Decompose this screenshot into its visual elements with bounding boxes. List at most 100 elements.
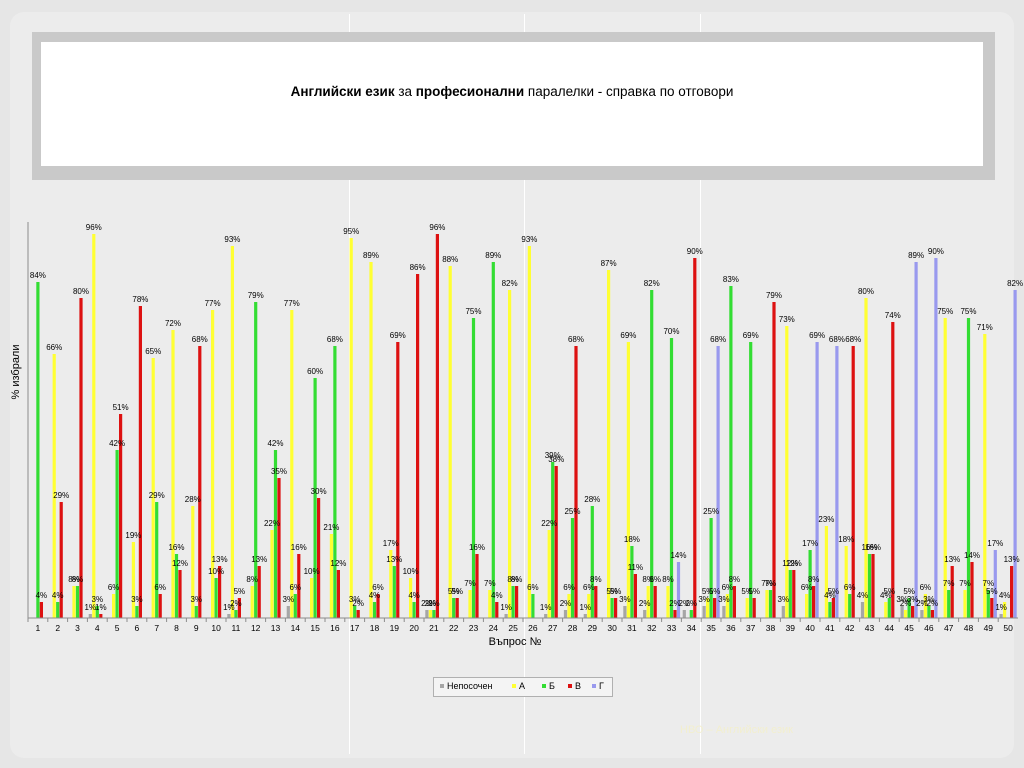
bar-q48-series-3: [970, 562, 974, 618]
data-label: 2%: [230, 599, 242, 608]
bar-q49-series-1: [983, 334, 987, 618]
data-label: 16%: [168, 543, 184, 552]
bar-q22-series-1: [448, 266, 452, 618]
bar-q41-series-1: [824, 526, 828, 618]
data-label: 6%: [563, 583, 575, 592]
data-label: 8%: [662, 575, 674, 584]
bar-q21-series-1: [428, 610, 432, 618]
data-label: 5%: [741, 587, 753, 596]
slide-title: Английски език за професионални паралелк…: [41, 84, 983, 99]
legend-item: Г: [592, 681, 604, 691]
data-label: 82%: [502, 279, 518, 288]
data-label: 3%: [92, 595, 104, 604]
bar-q25-series-1: [508, 290, 512, 618]
bar-q13-series-1: [270, 530, 274, 618]
legend-label: Непосочен: [447, 681, 493, 691]
data-label: 6%: [801, 583, 813, 592]
title-part-3: професионални: [415, 84, 525, 99]
bar-q25-series-2: [511, 586, 515, 618]
bar-q22-series-2: [452, 598, 456, 618]
data-label: 89%: [485, 251, 501, 260]
legend-item: А: [512, 681, 525, 691]
data-label: 25%: [703, 507, 719, 516]
data-label: 1%: [85, 603, 97, 612]
data-label: 12%: [330, 559, 346, 568]
data-label: 22%: [541, 519, 557, 528]
data-label: 6%: [108, 583, 120, 592]
x-tick-label: 37: [746, 623, 756, 633]
data-label: 80%: [73, 287, 89, 296]
bar-q20-series-2: [412, 602, 416, 618]
data-label: 38%: [548, 455, 564, 464]
bar-q27-series-2: [551, 462, 555, 618]
data-label: 16%: [469, 543, 485, 552]
bar-q3-series-2: [75, 586, 80, 618]
data-label: 2%: [352, 599, 364, 608]
bar-q26-series-1: [527, 246, 531, 618]
bar-q29-series-1: [587, 594, 591, 618]
bar-q28-series-2: [570, 518, 575, 618]
bar-q10-series-2: [214, 578, 218, 618]
x-tick-label: 28: [568, 623, 578, 633]
data-label: 12%: [786, 559, 802, 568]
data-label: 7%: [943, 579, 955, 588]
x-tick-label: 11: [231, 623, 240, 633]
x-tick-label: 48: [964, 623, 974, 633]
data-label: 68%: [829, 335, 845, 344]
data-label: 19%: [125, 531, 141, 540]
bar-q45-series-0: [900, 606, 904, 618]
data-label: 3%: [718, 595, 730, 604]
data-label: 89%: [908, 251, 924, 260]
y-axis-title: % избрали: [10, 345, 22, 400]
bar-q29-series-3: [594, 586, 598, 618]
bar-q14-series-0: [286, 606, 290, 618]
bar-q27-series-0: [544, 614, 548, 618]
data-label: 2%: [669, 599, 681, 608]
title-panel: [41, 42, 983, 166]
title-part-2: за: [394, 84, 416, 99]
x-tick-label: 26: [528, 623, 538, 633]
bar-q37-series-1: [745, 598, 749, 618]
bar-q40-series-3: [812, 586, 816, 618]
data-label: 1%: [500, 603, 512, 612]
data-label: 71%: [977, 323, 993, 332]
x-tick-label: 22: [449, 623, 459, 633]
x-tick-label: 41: [825, 623, 835, 633]
data-label: 89%: [363, 251, 379, 260]
bar-q21-series-3: [435, 234, 439, 618]
x-tick-label: 42: [845, 623, 855, 633]
bar-q49-series-4: [993, 550, 997, 618]
bar-q11-series-0: [227, 614, 231, 618]
bar-q46-series-3: [930, 610, 934, 618]
bar-q49-series-3: [990, 598, 994, 618]
data-label: 3%: [896, 595, 908, 604]
bar-q7-series-2: [155, 502, 159, 618]
bar-q18-series-1: [369, 262, 373, 618]
bar-q39-series-2: [788, 570, 792, 618]
data-label: 10%: [208, 567, 224, 576]
slide-divider-3: [700, 14, 701, 754]
bar-q42-series-3: [851, 346, 855, 618]
data-label: 77%: [284, 299, 300, 308]
bar-q27-series-1: [547, 530, 551, 618]
data-label: 7%: [464, 579, 476, 588]
bar-q30-series-1: [607, 270, 611, 618]
data-label: 7%: [761, 579, 773, 588]
data-label: 2%: [560, 599, 572, 608]
bar-q8-series-2: [174, 554, 179, 618]
bar-q33-series-3: [673, 610, 677, 618]
x-tick-label: 33: [667, 623, 677, 633]
data-label: 75%: [937, 307, 953, 316]
chart-legend: Непосочен А Б В Г: [433, 677, 613, 697]
x-tick-label: 8: [174, 623, 179, 633]
legend-swatch: [568, 684, 572, 688]
data-label: 8%: [808, 575, 820, 584]
bar-q19-series-2: [392, 566, 396, 618]
title-part-4: паралелки - справка по отговори: [524, 84, 734, 99]
bar-q38-series-3: [772, 302, 776, 618]
bar-q33-series-4: [676, 562, 681, 618]
bar-q50-series-1: [1003, 602, 1007, 618]
data-label: 18%: [624, 535, 640, 544]
data-label: 2%: [679, 599, 691, 608]
